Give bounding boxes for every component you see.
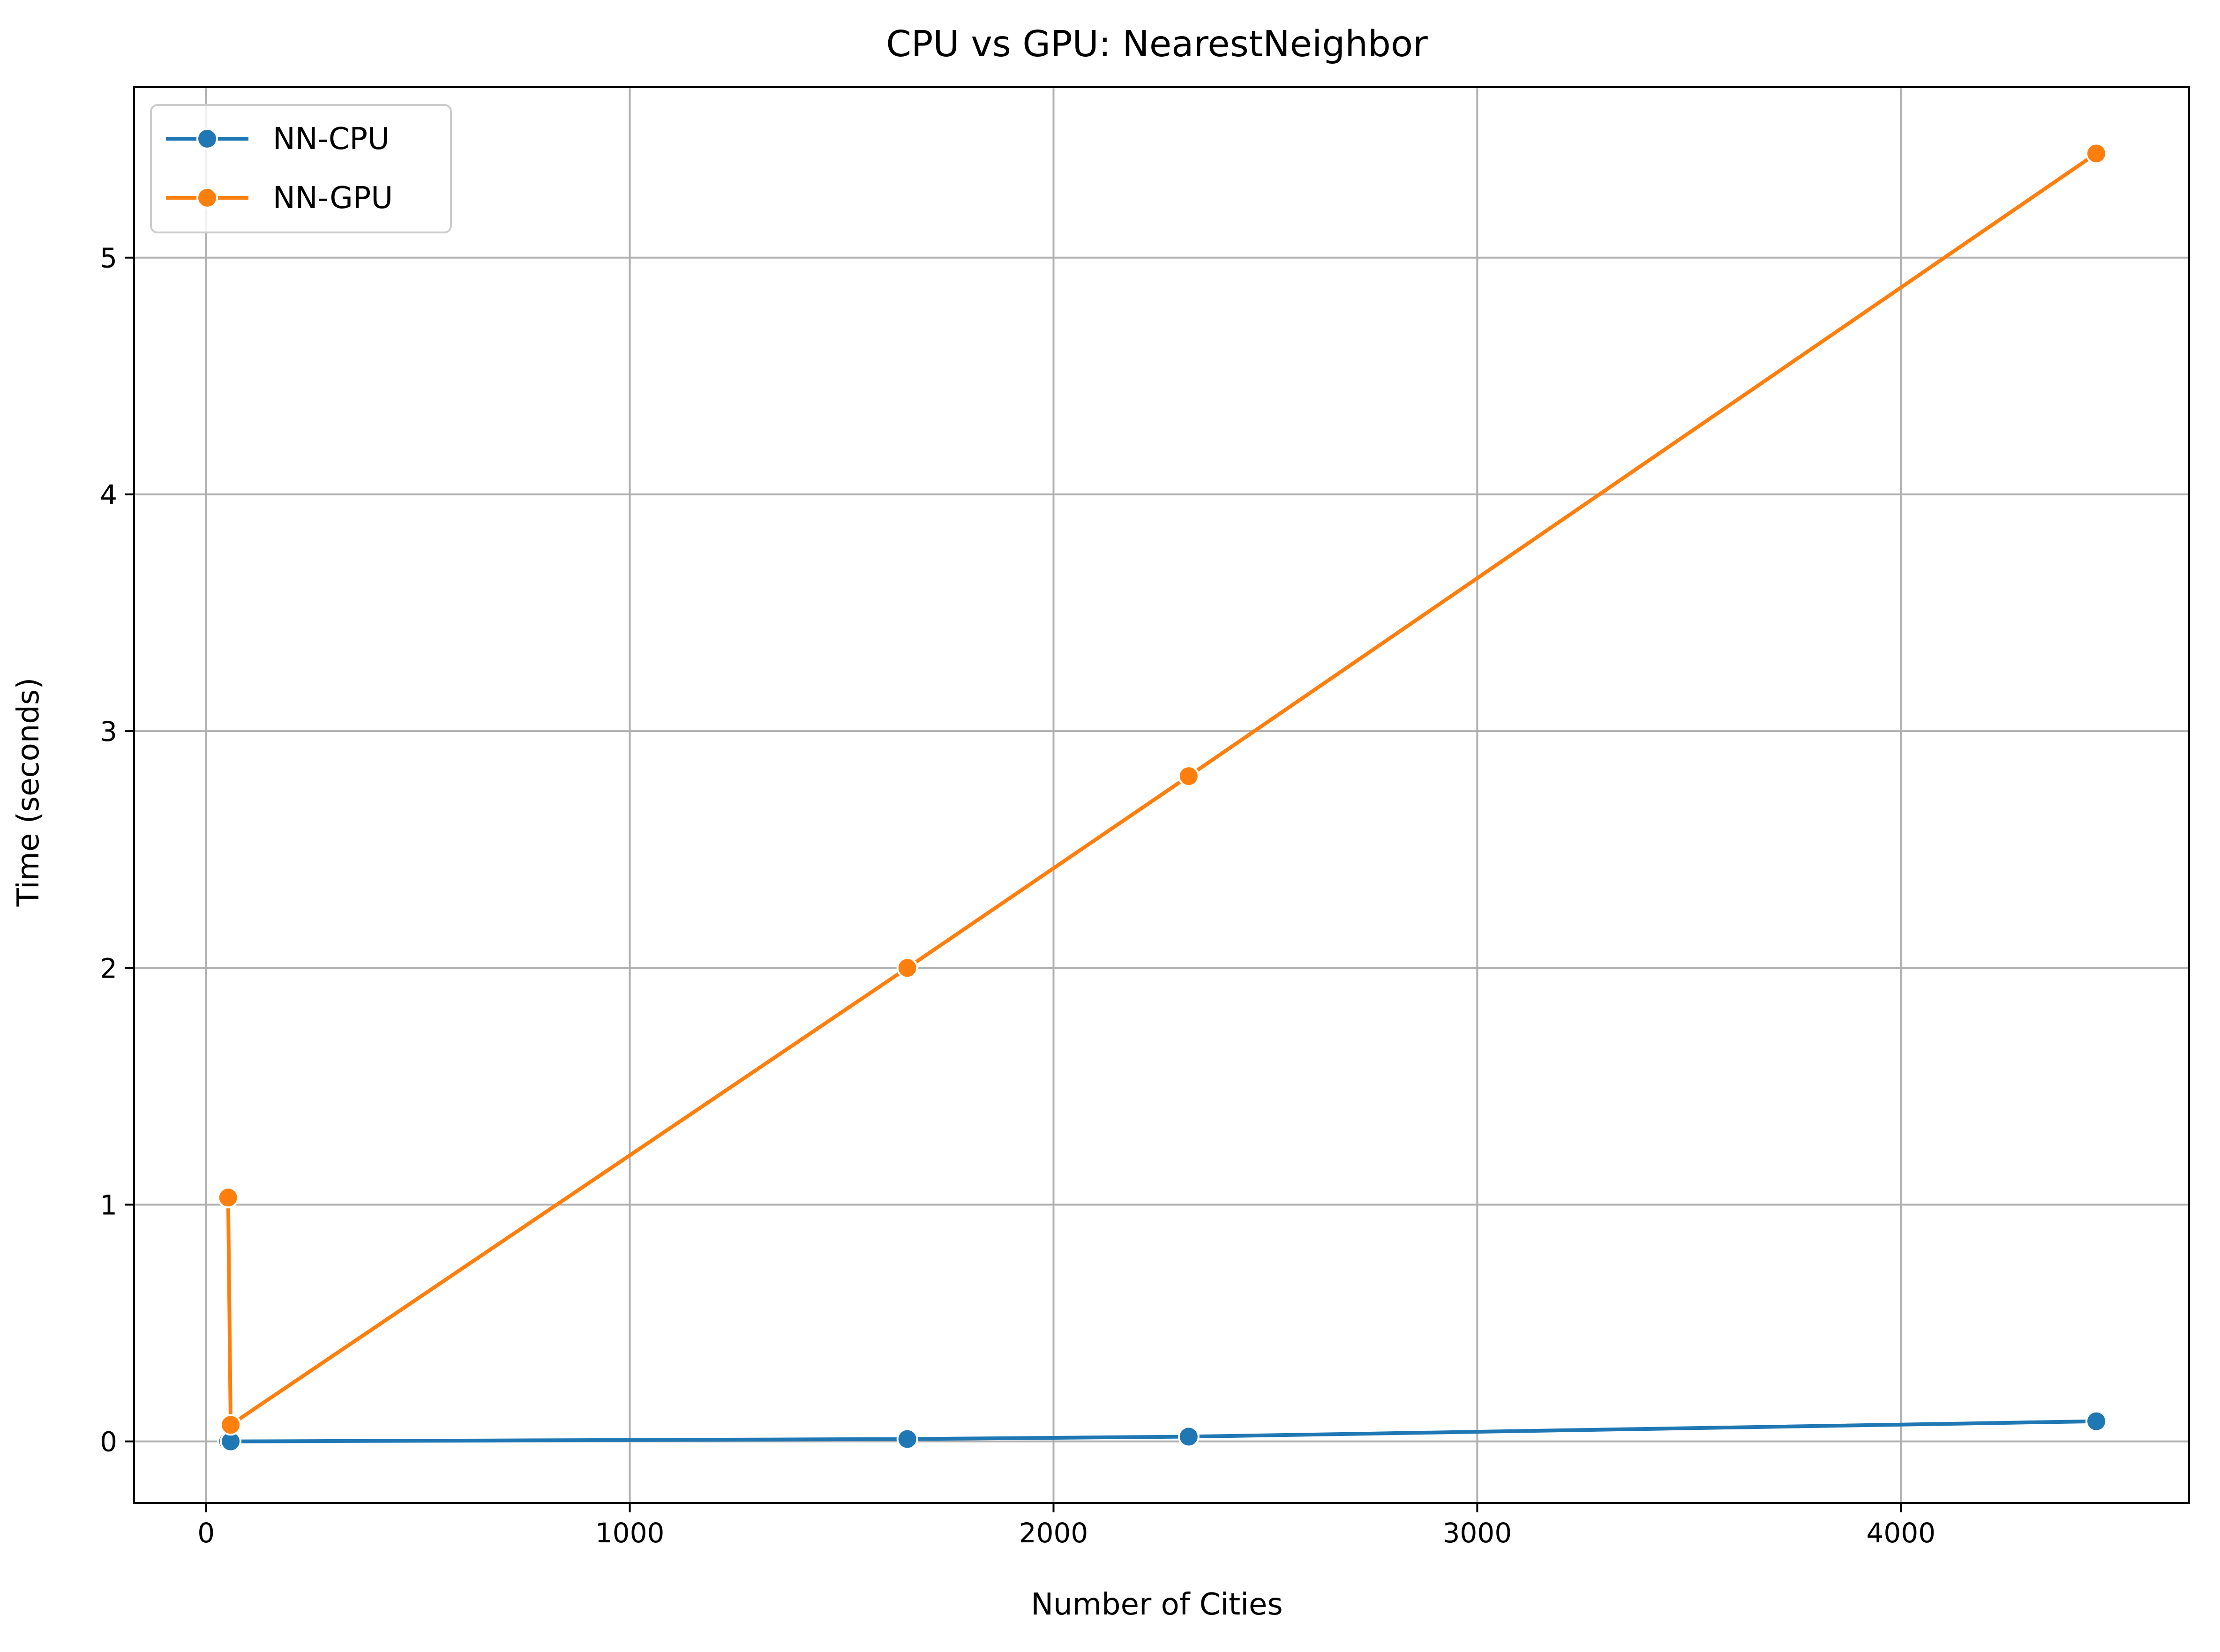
legend: NN-CPU NN-GPU [150,104,452,233]
legend-label: NN-GPU [273,181,393,216]
y-tick-label: 3 [100,716,117,748]
data-point [220,1414,242,1436]
legend-marker [196,128,218,150]
legend-entry: NN-GPU [166,181,393,216]
y-tick-label: 2 [100,952,117,984]
series-nn-gpu [217,142,2108,1436]
legend-entry: NN-CPU [166,122,390,157]
y-tick-label: 4 [100,479,117,511]
x-tick-label: 0 [197,1517,215,1549]
chart-title: CPU vs GPU: NearestNeighbor [886,23,1428,65]
data-point [896,957,918,979]
x-tick-label: 1000 [595,1517,665,1549]
data-point [896,1428,918,1450]
legend-label: NN-CPU [273,122,390,157]
y-axis-label: Time (seconds) [11,678,46,907]
data-point [2085,142,2108,164]
plot-series [217,142,2108,1452]
axis-ticks: 0 1000 2000 3000 4000 0 1 2 3 4 5 [100,242,1935,1549]
data-point [1178,765,1200,787]
x-axis-label: Number of Cities [1031,1587,1283,1622]
y-tick-label: 0 [100,1426,117,1458]
y-tick-label: 5 [100,242,117,274]
x-tick-label: 2000 [1019,1517,1088,1549]
x-tick-label: 4000 [1867,1517,1936,1549]
legend-marker [196,187,218,209]
series-nn-cpu [217,1410,2108,1452]
data-point [1178,1426,1200,1448]
x-tick-label: 3000 [1443,1517,1512,1549]
plot-frame [133,86,2190,1504]
data-point [217,1187,239,1209]
data-point [2085,1410,2108,1432]
y-tick-label: 1 [100,1189,117,1221]
